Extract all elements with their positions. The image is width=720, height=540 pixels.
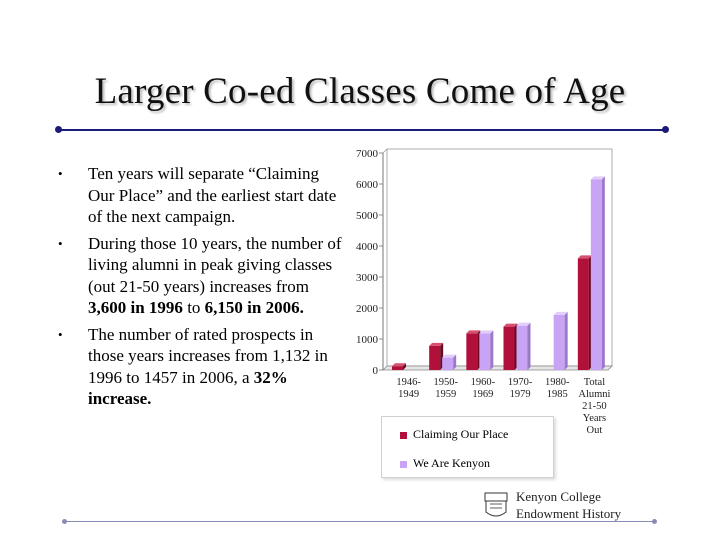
bar-top — [577, 255, 592, 259]
footer-line-1: Kenyon College — [516, 489, 601, 504]
chart-floor — [382, 365, 613, 371]
y-tick-label: 5000 — [356, 210, 379, 222]
bottom-rule-right-dot — [652, 519, 657, 524]
bullet-marker: • — [58, 166, 63, 181]
bullet-item: • During those 10 years, the number of li… — [58, 233, 348, 319]
chart-plot-area — [386, 148, 613, 367]
x-tick-label: 1950-1959 — [434, 377, 459, 400]
x-tick-label-line: Alumni — [578, 389, 610, 400]
y-tick-label: 1000 — [356, 334, 379, 346]
bullet-segment: to — [182, 298, 205, 317]
bar-side — [601, 176, 605, 370]
y-tick-label: 0 — [373, 365, 379, 377]
bar-side — [490, 330, 494, 370]
x-tick-label-line: 1979 — [510, 389, 531, 400]
bar — [442, 357, 454, 370]
y-tick-label: 4000 — [356, 241, 379, 253]
bar — [466, 333, 478, 370]
x-tick-label-line: 1949 — [398, 389, 419, 400]
bullet-emphasis: 32% increase. — [88, 367, 288, 409]
x-tick-label-line: Out — [587, 425, 603, 436]
x-tick-label-line: Total — [584, 377, 606, 388]
bar-top — [516, 322, 531, 326]
y-tick-label: 3000 — [356, 272, 379, 284]
title-rule — [60, 129, 666, 131]
bar-side — [564, 311, 568, 370]
bar — [429, 345, 441, 370]
footer-line-2: Endowment History — [516, 506, 622, 521]
bullet-marker: • — [58, 326, 63, 342]
bar-side — [527, 322, 531, 370]
bar — [392, 366, 403, 370]
x-tick-label-line: 1960- — [471, 377, 496, 388]
bottom-rule — [66, 521, 654, 522]
x-tick-label-line: 1959 — [435, 389, 456, 400]
bullet-text: During those 10 years, the number of liv… — [88, 234, 342, 318]
x-tick-label: 1970-1979 — [508, 377, 533, 400]
footer-caption: Kenyon College Endowment History — [516, 488, 621, 522]
legend-item-we-are-kenyon: We Are Kenyon — [400, 456, 490, 471]
bar-side — [453, 354, 457, 370]
bar-top — [479, 330, 494, 334]
x-tick-label-line: 21-50 — [582, 401, 607, 412]
bullet-item: • Ten years will separate “Claiming Our P… — [58, 163, 348, 228]
legend-swatch-claiming — [400, 431, 407, 439]
y-tick-label: 2000 — [356, 303, 379, 315]
bullet-segment: Ten years will separate “Claiming Our Pl… — [88, 164, 337, 226]
y-tick-label: 7000 — [356, 148, 379, 160]
bullet-text: The number of rated prospects in those y… — [88, 325, 328, 409]
chart-legend: Claiming Our Place We Are Kenyon — [381, 416, 554, 478]
legend-label: We Are Kenyon — [413, 456, 491, 470]
bar — [590, 179, 602, 370]
title-rule-left-dot — [55, 126, 62, 133]
legend-label: Claiming Our Place — [413, 427, 509, 441]
x-tick-label-line: 1946- — [396, 377, 421, 388]
bullet-list: • Ten years will separate “Claiming Our P… — [58, 163, 348, 415]
bar — [516, 325, 528, 370]
bullet-text: Ten years will separate “Claiming Our Pl… — [88, 164, 336, 226]
bottom-rule-left-dot — [62, 519, 67, 524]
legend-item-claiming: Claiming Our Place — [400, 427, 508, 442]
y-tick-label: 6000 — [356, 179, 379, 191]
bar-top — [503, 323, 518, 327]
slide-title: Larger Co-ed Classes Come of Age — [94, 71, 626, 112]
bullet-marker: • — [58, 235, 63, 251]
title-rule-right-dot — [662, 126, 669, 133]
x-tick-label-line: 1980- — [545, 377, 570, 388]
bar-side — [403, 363, 406, 370]
legend-swatch-we-are-kenyon — [400, 460, 407, 468]
x-tick-label: 1980-1985 — [545, 377, 570, 400]
x-tick-label-line: 1969 — [472, 389, 493, 400]
x-tick-label: 1960-1969 — [471, 377, 496, 400]
kenyon-logo-icon — [484, 492, 508, 517]
bar-top — [429, 342, 444, 346]
bullet-item: • The number of rated prospects in those … — [58, 324, 348, 410]
bar — [503, 326, 515, 370]
bar-top — [442, 354, 457, 358]
bar — [577, 258, 589, 370]
axis-depth-edge — [382, 148, 388, 154]
bar — [479, 333, 491, 370]
x-tick-label-line: 1950- — [434, 377, 459, 388]
bar-top — [466, 330, 481, 334]
bullet-segment: During those 10 years, the number of liv… — [88, 233, 342, 296]
x-tick-label: Total Alumni 21-50 Years Out — [578, 377, 610, 436]
x-tick-label-line: Years — [583, 413, 606, 424]
bar-top — [590, 176, 605, 180]
x-tick-label: 1946-1949 — [396, 377, 421, 400]
bullet-emphasis: 3,600 in 1996 — [88, 298, 183, 317]
bar-top — [392, 363, 406, 367]
bullet-emphasis: 6,150 in 2006. — [204, 298, 304, 317]
bar-top — [553, 311, 568, 315]
bullet-segment: The number of rated prospects in those y… — [88, 324, 328, 387]
x-tick-label-line: 1970- — [508, 377, 533, 388]
bar — [553, 314, 565, 370]
x-tick-label-line: 1985 — [547, 389, 568, 400]
